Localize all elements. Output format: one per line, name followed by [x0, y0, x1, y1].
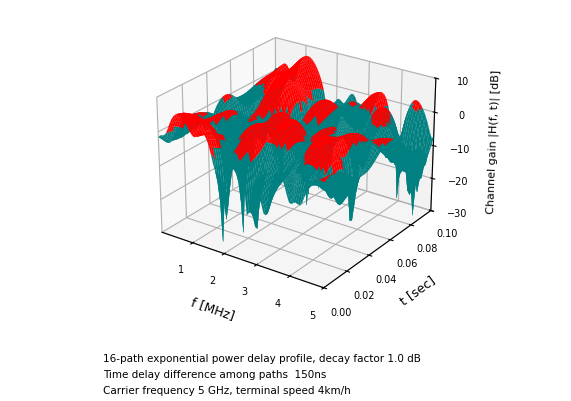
Y-axis label: t [sec]: t [sec] [397, 273, 437, 307]
Text: 16-path exponential power delay profile, decay factor 1.0 dB: 16-path exponential power delay profile,… [103, 353, 421, 363]
Text: Carrier frequency 5 GHz, terminal speed 4km/h: Carrier frequency 5 GHz, terminal speed … [103, 385, 351, 395]
Text: Time delay difference among paths  150ns: Time delay difference among paths 150ns [103, 369, 326, 379]
X-axis label: f [MHz]: f [MHz] [190, 295, 236, 322]
